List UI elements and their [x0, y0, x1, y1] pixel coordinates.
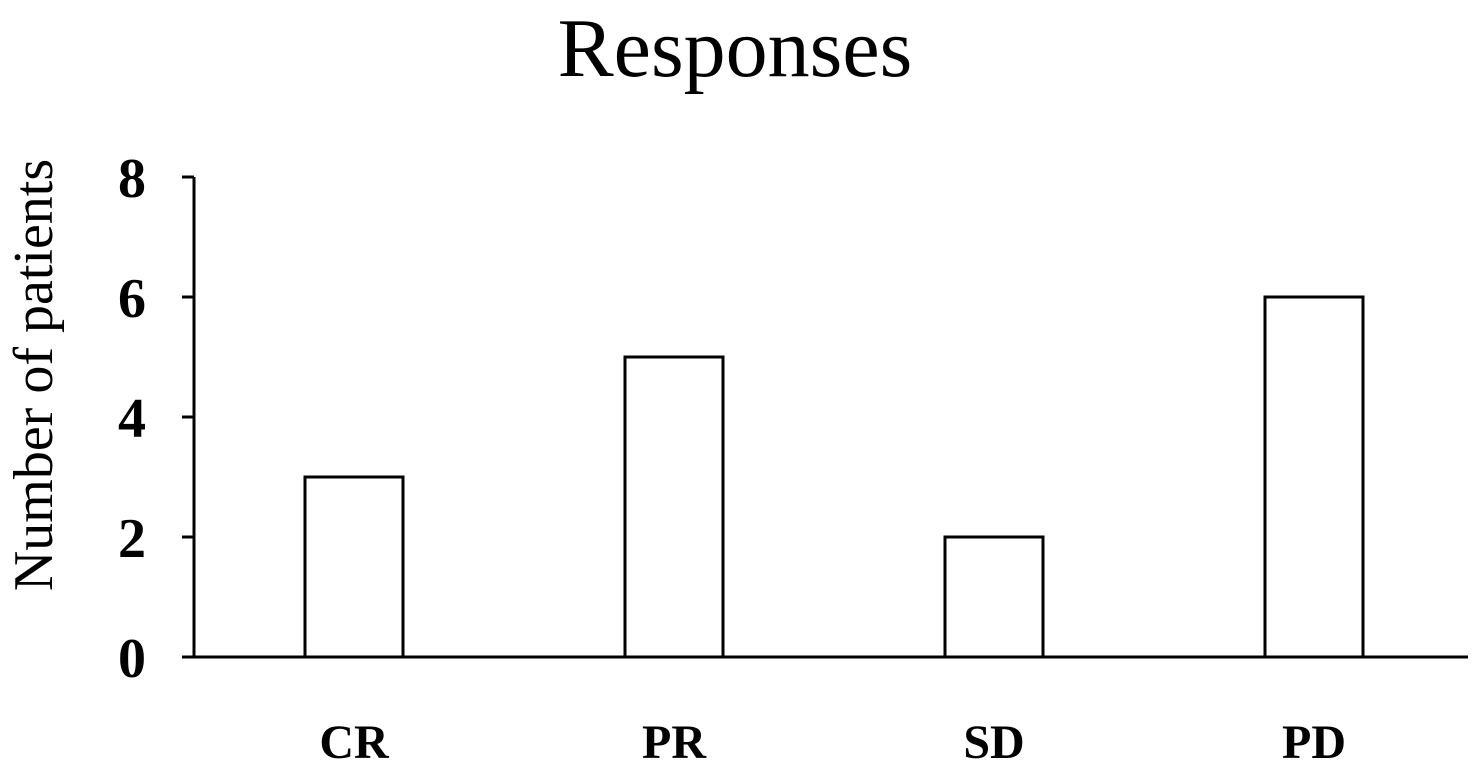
x-tick-label: SD [963, 716, 1024, 768]
bar-pd [1263, 295, 1365, 659]
x-tick-label: PD [1282, 716, 1346, 768]
bar-sd [943, 535, 1045, 659]
y-tick-label: 6 [118, 268, 146, 330]
y-tick-label: 4 [118, 388, 146, 450]
x-tick-label: CR [319, 716, 390, 768]
bars-group [303, 295, 1365, 659]
y-tick-label: 2 [118, 508, 146, 570]
y-axis: 0 2 4 6 8 [118, 148, 196, 690]
y-tick-label: 8 [118, 148, 146, 210]
y-tick-label: 0 [118, 628, 146, 690]
x-axis: CR PR SD PD [194, 655, 1468, 768]
bar-cr [303, 475, 405, 659]
x-tick-label: PR [642, 716, 707, 768]
y-axis-label: Number of patients [3, 159, 65, 591]
chart-title: Responses [558, 2, 913, 95]
bar-pr [623, 355, 725, 659]
